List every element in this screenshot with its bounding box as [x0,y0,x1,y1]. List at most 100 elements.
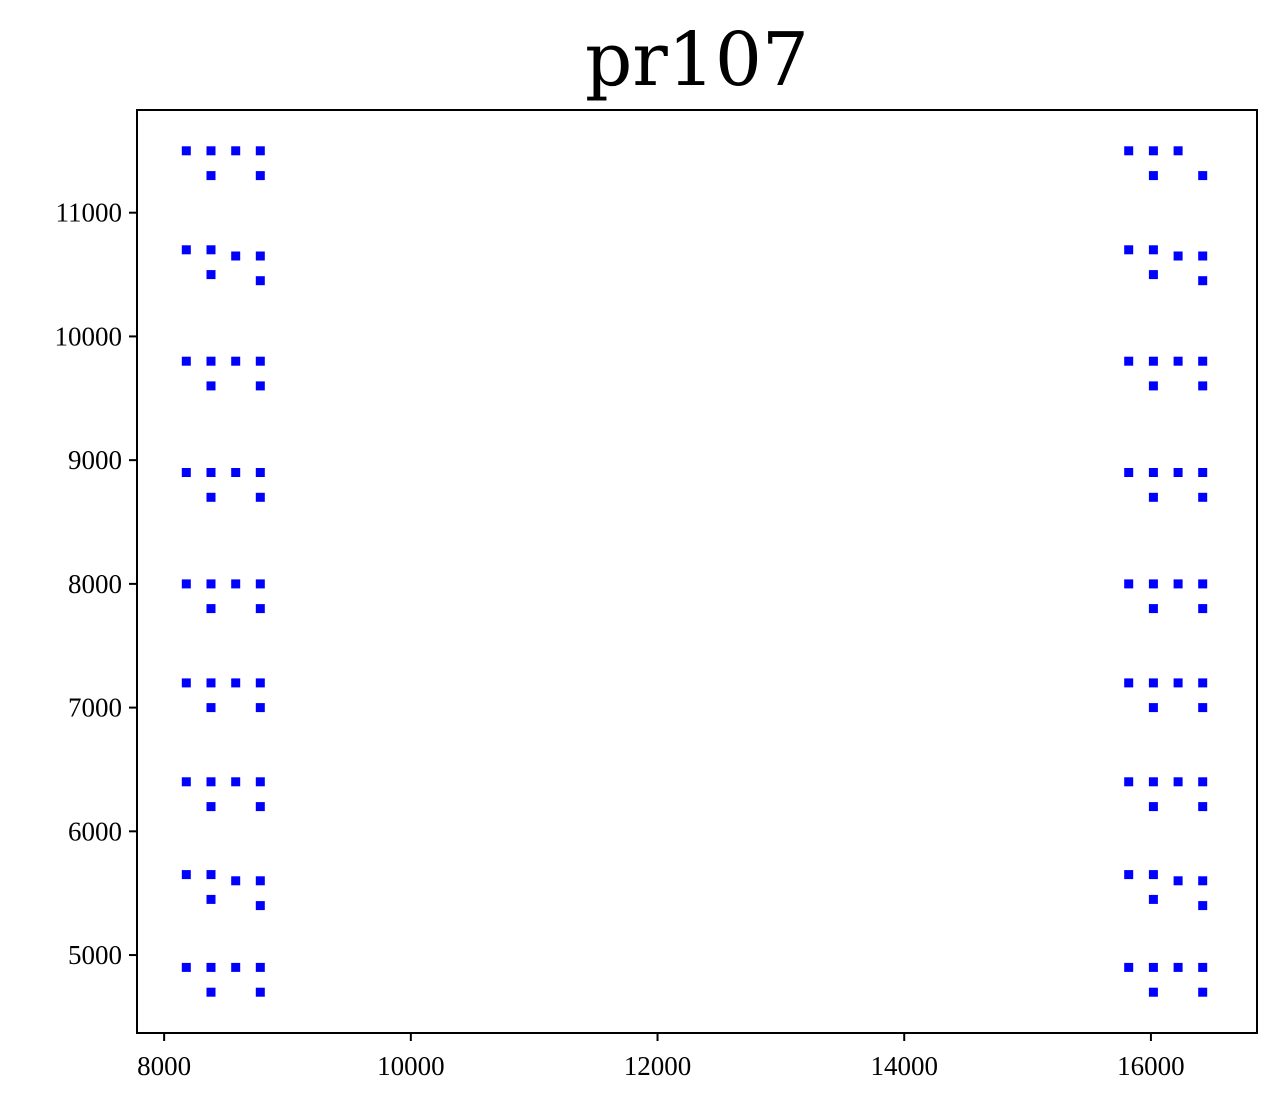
data-point [255,356,265,366]
data-point [231,678,241,688]
data-point [1148,579,1158,589]
data-point [1198,876,1208,886]
data-point [1124,356,1134,366]
data-point [1124,870,1134,880]
data-point [255,381,265,391]
data-point [206,381,216,391]
data-point [206,171,216,181]
data-point [1198,987,1208,997]
data-point [1148,703,1158,713]
data-point [206,468,216,477]
data-point [1198,678,1208,688]
data-point [181,870,191,880]
data-point [206,894,216,904]
x-tick-label: 10000 [377,1051,445,1081]
data-point [1173,356,1183,366]
data-point [1173,962,1183,972]
data-point [1148,245,1158,255]
data-point [255,251,265,261]
data-point [181,579,191,589]
data-point [1148,987,1158,997]
data-points [181,146,1208,997]
data-point [231,468,241,477]
data-point [255,579,265,589]
data-point [255,962,265,972]
data-point [231,146,241,156]
data-point [181,962,191,972]
y-tick-label: 9000 [68,445,122,475]
chart-title: pr107 [585,17,809,103]
data-point [206,703,216,713]
data-point [1148,146,1158,156]
data-point [1198,604,1208,614]
data-point [206,987,216,997]
data-point [1173,678,1183,688]
plot-frame [136,109,1258,1034]
data-point [255,777,265,787]
y-tick-label: 10000 [55,321,123,351]
data-point [1148,777,1158,787]
data-point [206,962,216,972]
data-point [181,356,191,366]
data-point [1198,356,1208,366]
data-point [255,987,265,997]
data-point [1198,962,1208,972]
data-point [1173,251,1183,261]
data-point [231,356,241,366]
data-point [255,604,265,614]
x-tick-label: 16000 [1117,1051,1185,1081]
data-point [255,703,265,713]
y-tick-label: 11000 [56,198,123,228]
data-point [1124,678,1134,688]
data-point [181,468,191,477]
data-point [231,579,241,589]
data-point [206,356,216,366]
data-point [206,777,216,787]
data-point [1198,802,1208,812]
y-tick-label: 7000 [68,693,122,723]
data-point [206,604,216,614]
data-point [255,901,265,911]
data-point [1124,146,1134,156]
data-point [1124,468,1134,477]
data-point [1148,492,1158,502]
data-point [255,171,265,181]
data-point [1173,876,1183,886]
data-point [1173,146,1183,156]
data-point [206,802,216,812]
y-tick-label: 6000 [68,816,122,846]
y-tick-label: 5000 [68,940,122,970]
data-point [231,251,241,261]
data-point [1148,270,1158,280]
data-point [181,146,191,156]
data-point [255,146,265,156]
data-point [1198,703,1208,713]
data-point [1148,962,1158,972]
data-point [1198,579,1208,589]
data-point [1124,962,1134,972]
data-point [1173,468,1183,477]
data-point [1124,245,1134,255]
x-axis: 8000 10000 12000 14000 16000 [137,1033,1185,1081]
data-point [206,270,216,280]
data-point [1198,251,1208,261]
data-point [1173,579,1183,589]
data-point [1148,678,1158,688]
y-tick-label: 8000 [68,569,122,599]
data-point [1173,777,1183,787]
data-point [1148,604,1158,614]
data-point [181,245,191,255]
data-point [1148,356,1158,366]
data-point [1198,381,1208,391]
data-point [181,777,191,787]
data-point [255,276,265,286]
x-tick-label: 12000 [624,1051,692,1081]
data-point [1124,579,1134,589]
data-point [206,146,216,156]
data-point [1198,276,1208,286]
data-point [255,802,265,812]
data-point [255,678,265,688]
data-point [1148,381,1158,391]
data-point [231,777,241,787]
